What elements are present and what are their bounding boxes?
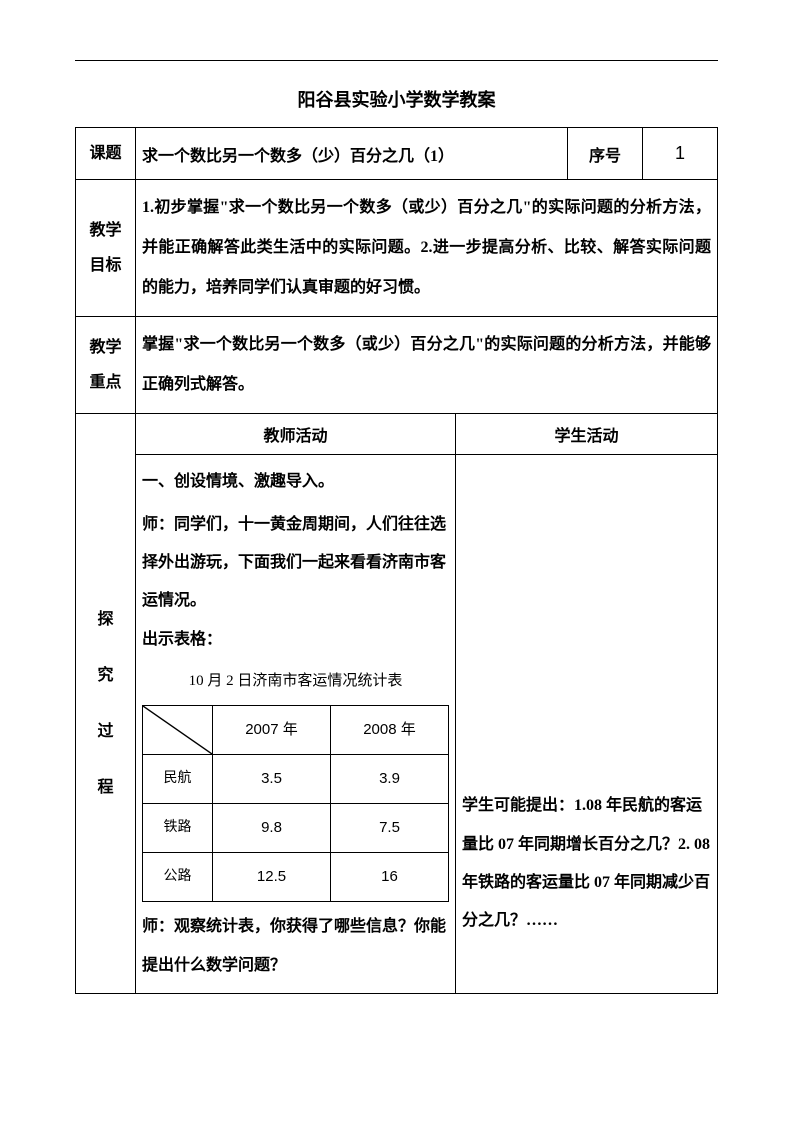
diag-cell bbox=[143, 706, 213, 755]
objective-label-text: 教学目标 bbox=[89, 222, 121, 274]
keypoint-label-text: 教学重点 bbox=[89, 339, 121, 391]
cell-2-1: 16 bbox=[331, 853, 449, 902]
col-header-1: 2008 年 bbox=[331, 706, 449, 755]
col-header-0: 2007 年 bbox=[213, 706, 331, 755]
page-title: 阳谷县实验小学数学教案 bbox=[75, 86, 718, 112]
diagonal-line-icon bbox=[143, 706, 212, 754]
seq-value: 1 bbox=[643, 128, 718, 180]
data-table: 2007 年 2008 年 民航 3.5 3.9 铁路 9.8 7.5 公路 bbox=[142, 705, 449, 902]
student-activity-content: 学生可能提出：1.08 年民航的客运量比 07 年同期增长百分之几？2. 08 … bbox=[462, 787, 711, 941]
keypoint-content: 掌握"求一个数比另一个数多（或少）百分之几"的实际问题的分析方法，并能够正确列式… bbox=[136, 317, 718, 414]
cell-2-0: 12.5 bbox=[213, 853, 331, 902]
topic-label: 课题 bbox=[76, 128, 136, 180]
activity-header-row: 探 究 过 程 教师活动 学生活动 bbox=[76, 414, 718, 455]
keypoint-label: 教学重点 bbox=[76, 317, 136, 414]
teacher-text-1: 师：同学们，十一黄金周期间，人们往往选择外出游玩，下面我们一起来看看济南市客运情… bbox=[142, 506, 449, 621]
row-label-2: 公路 bbox=[143, 853, 213, 902]
teacher-activity-content: 一、创设情境、激趣导入。 师：同学们，十一黄金周期间，人们往往选择外出游玩，下面… bbox=[142, 463, 449, 985]
process-label-text: 探 究 过 程 bbox=[82, 592, 129, 816]
process-label: 探 究 过 程 bbox=[76, 414, 136, 994]
student-activity-cell: 学生可能提出：1.08 年民航的客运量比 07 年同期增长百分之几？2. 08 … bbox=[456, 455, 718, 994]
teacher-activity-cell: 一、创设情境、激趣导入。 师：同学们，十一黄金周期间，人们往往选择外出游玩，下面… bbox=[136, 455, 456, 994]
objective-content: 1.初步掌握"求一个数比另一个数多（或少）百分之几"的实际问题的分析方法，并能正… bbox=[136, 180, 718, 317]
objective-row: 教学目标 1.初步掌握"求一个数比另一个数多（或少）百分之几"的实际问题的分析方… bbox=[76, 180, 718, 317]
teacher-text-3: 师：观察统计表，你获得了哪些信息？你能提出什么数学问题？ bbox=[142, 908, 449, 985]
cell-1-0: 9.8 bbox=[213, 804, 331, 853]
table-row: 民航 3.5 3.9 bbox=[143, 755, 449, 804]
activity-content-row: 一、创设情境、激趣导入。 师：同学们，十一黄金周期间，人们往往选择外出游玩，下面… bbox=[76, 455, 718, 994]
topic-value: 求一个数比另一个数多（少）百分之几（1） bbox=[136, 128, 568, 180]
table-row: 公路 12.5 16 bbox=[143, 853, 449, 902]
top-divider bbox=[75, 60, 718, 61]
teacher-activity-header: 教师活动 bbox=[136, 414, 456, 455]
row-label-1: 铁路 bbox=[143, 804, 213, 853]
cell-0-1: 3.9 bbox=[331, 755, 449, 804]
teacher-text-2: 出示表格： bbox=[142, 621, 449, 659]
cell-1-1: 7.5 bbox=[331, 804, 449, 853]
table-row: 铁路 9.8 7.5 bbox=[143, 804, 449, 853]
lesson-plan-table: 课题 求一个数比另一个数多（少）百分之几（1） 序号 1 教学目标 1.初步掌握… bbox=[75, 127, 718, 994]
topic-row: 课题 求一个数比另一个数多（少）百分之几（1） 序号 1 bbox=[76, 128, 718, 180]
seq-label: 序号 bbox=[568, 128, 643, 180]
cell-0-0: 3.5 bbox=[213, 755, 331, 804]
data-table-caption: 10 月 2 日济南市客运情况统计表 bbox=[142, 663, 449, 699]
teacher-section-title: 一、创设情境、激趣导入。 bbox=[142, 463, 449, 501]
keypoint-row: 教学重点 掌握"求一个数比另一个数多（或少）百分之几"的实际问题的分析方法，并能… bbox=[76, 317, 718, 414]
data-table-header-row: 2007 年 2008 年 bbox=[143, 706, 449, 755]
row-label-0: 民航 bbox=[143, 755, 213, 804]
student-activity-header: 学生活动 bbox=[456, 414, 718, 455]
objective-label: 教学目标 bbox=[76, 180, 136, 317]
